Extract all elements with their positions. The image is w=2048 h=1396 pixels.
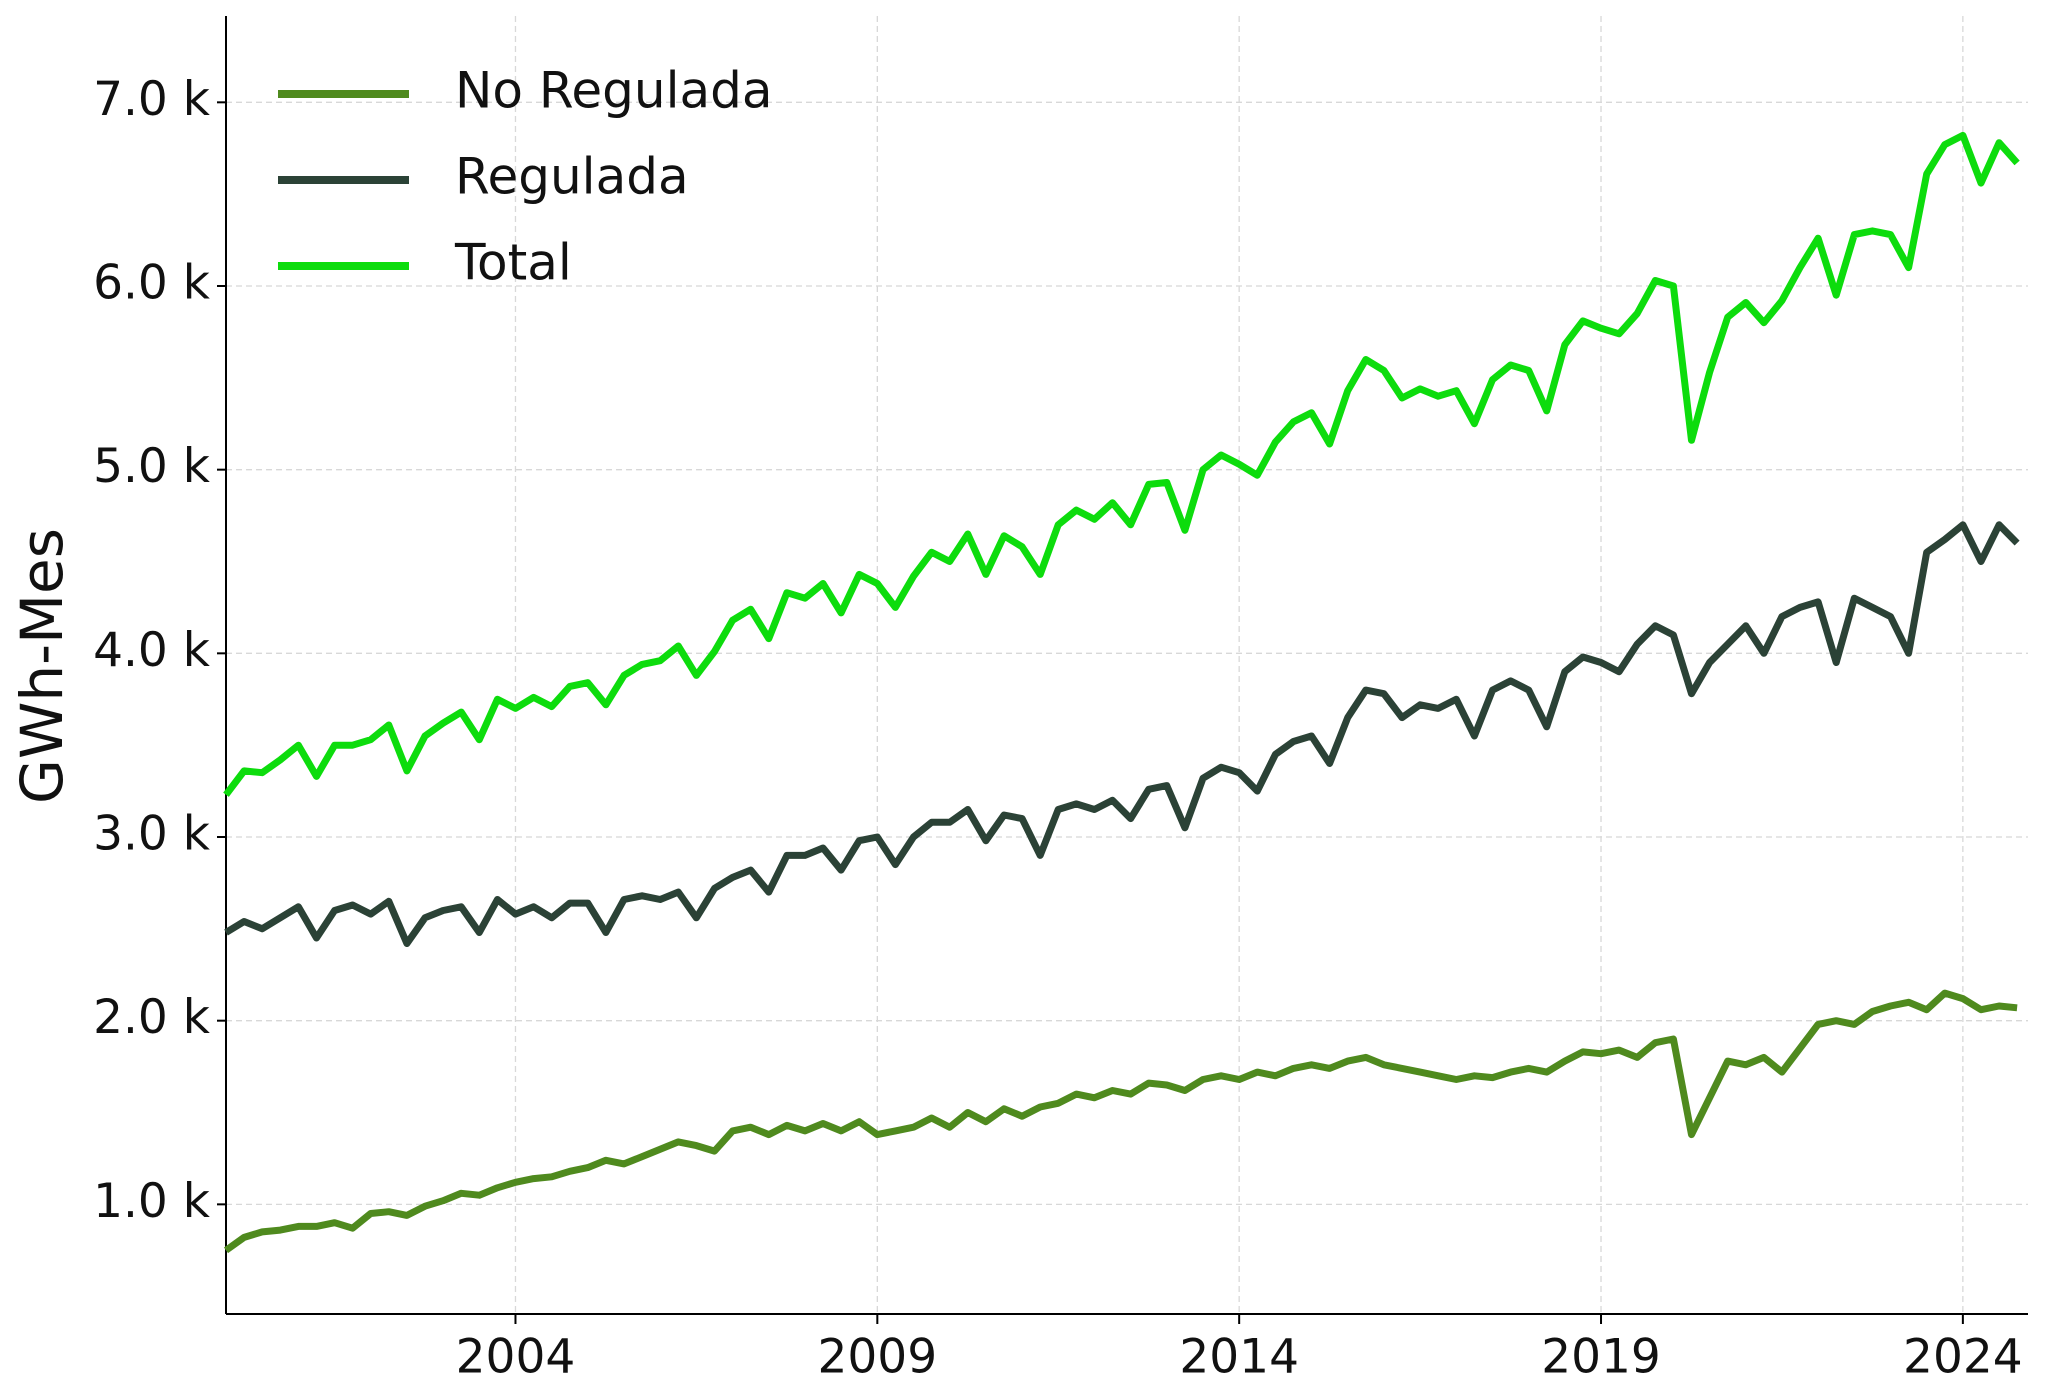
x-tick-label: 2009 bbox=[818, 1330, 938, 1385]
y-tick-label: 4.0 k bbox=[93, 623, 211, 678]
series-line bbox=[223, 131, 2020, 797]
x-tick-label: 2014 bbox=[1179, 1330, 1299, 1385]
legend-label: Regulada bbox=[455, 148, 689, 206]
y-tick-label: 1.0 k bbox=[93, 1174, 211, 1229]
y-tick-label: 6.0 k bbox=[93, 255, 211, 310]
x-tick-label: 2024 bbox=[1903, 1330, 2023, 1385]
legend-label: No Regulada bbox=[455, 62, 772, 120]
y-tick-label: 3.0 k bbox=[93, 807, 211, 862]
y-axis-label: GWh-Mes bbox=[8, 528, 76, 804]
series-line bbox=[224, 521, 2020, 947]
y-tick-label: 5.0 k bbox=[93, 439, 211, 494]
y-tick-label: 7.0 k bbox=[93, 72, 211, 127]
legend-label: Total bbox=[454, 234, 572, 292]
y-tick-label: 2.0 k bbox=[93, 990, 211, 1045]
x-tick-label: 2019 bbox=[1541, 1330, 1661, 1385]
series-line bbox=[223, 989, 2018, 1254]
x-tick-label: 2004 bbox=[456, 1330, 576, 1385]
